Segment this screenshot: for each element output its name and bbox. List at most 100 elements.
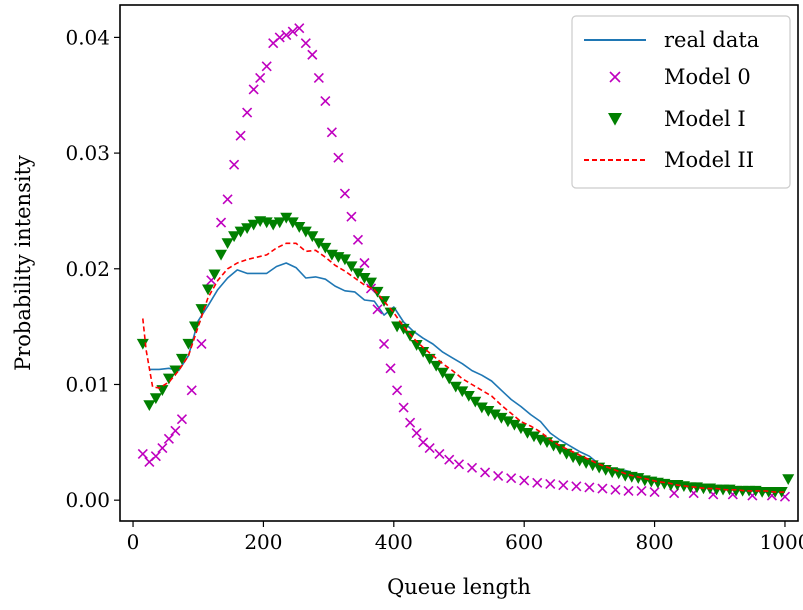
data-point-x-marker (287, 26, 298, 37)
data-point-x-marker (359, 257, 370, 269)
data-point-triangle-marker (462, 390, 475, 402)
data-point-x-marker (411, 428, 422, 439)
data-point-triangle-marker (143, 400, 156, 412)
legend-label: Model 0 (664, 65, 751, 89)
data-point-x-marker (506, 473, 517, 484)
data-point-triangle-marker (215, 249, 228, 261)
data-point-x-marker (636, 485, 647, 496)
legend-item-model-0: Model 0 (609, 65, 751, 89)
data-point-x-marker (623, 485, 634, 496)
data-point-x-marker (378, 338, 390, 350)
data-point-x-marker (196, 338, 207, 350)
data-point-triangle-marker (319, 242, 332, 254)
data-point-x-marker (558, 480, 569, 491)
data-point-x-marker (307, 49, 318, 60)
data-point-x-marker (434, 448, 445, 459)
data-point-x-marker (229, 159, 240, 170)
series-real-data (149, 262, 785, 493)
x-tick-label: 600 (505, 530, 543, 554)
data-point-x-marker (170, 425, 181, 436)
data-point-triangle-marker (221, 238, 234, 250)
data-point-triangle-marker (521, 427, 534, 439)
x-tick-label: 200 (244, 530, 282, 554)
data-point-x-marker (261, 61, 272, 72)
series-model-i (136, 212, 795, 498)
data-point-x-marker (466, 462, 478, 473)
data-point-x-marker (372, 304, 383, 315)
data-point-x-marker (313, 72, 324, 83)
series-line-model-ii (142, 242, 785, 493)
data-point-triangle-marker (208, 269, 221, 281)
data-point-triangle-marker (280, 212, 293, 224)
data-point-triangle-marker (175, 353, 188, 365)
y-tick-label: 0.03 (65, 141, 110, 165)
legend-item-model-i: Model I (608, 107, 746, 131)
series-layer (136, 23, 795, 502)
legend-box (571, 15, 791, 189)
data-point-x-marker (532, 477, 543, 488)
legend-swatch (608, 113, 622, 126)
data-point-triangle-marker (273, 217, 286, 229)
data-point-triangle-marker (456, 386, 469, 398)
data-point-x-marker (597, 483, 608, 494)
y-tick-label: 0.01 (65, 372, 110, 396)
data-point-x-marker (519, 475, 530, 486)
data-point-x-marker (649, 487, 660, 498)
data-point-triangle-marker (202, 284, 215, 296)
data-point-triangle-marker (560, 448, 573, 460)
data-point-triangle-marker (169, 365, 182, 377)
data-point-triangle-marker (358, 272, 371, 284)
data-point-x-marker (385, 363, 396, 374)
data-point-triangle-marker (397, 323, 410, 335)
data-point-triangle-marker (364, 277, 377, 289)
data-point-triangle-marker (149, 393, 162, 405)
series-line-real-data (149, 262, 785, 493)
data-point-triangle-marker (293, 222, 306, 233)
data-point-x-marker (235, 130, 246, 141)
data-point-x-marker (248, 84, 259, 95)
data-point-x-marker (186, 385, 197, 396)
plot-area (119, 4, 799, 522)
data-point-x-marker (281, 30, 292, 41)
data-point-triangle-marker (417, 346, 430, 358)
data-point-triangle-marker (228, 231, 241, 243)
legend: real data Model 0 Model I Model II (571, 15, 791, 189)
legend-label: real data (664, 28, 759, 52)
y-tick-label: 0.04 (65, 25, 110, 49)
data-point-triangle-marker (404, 330, 417, 342)
legend-item-model-ii: Model II (584, 148, 754, 172)
data-point-triangle-marker (306, 231, 319, 243)
data-point-x-marker (333, 152, 344, 163)
data-point-triangle-marker (527, 431, 540, 443)
y-tick-label: 0.02 (65, 257, 110, 281)
data-point-x-marker (274, 32, 285, 43)
data-point-triangle-marker (443, 373, 456, 385)
data-point-triangle-marker (162, 373, 175, 385)
data-point-x-marker (215, 217, 227, 228)
data-point-triangle-marker (430, 360, 443, 372)
legend-item-real-data: real data (584, 28, 759, 52)
data-point-triangle-marker (312, 238, 325, 250)
data-point-x-marker (294, 23, 305, 34)
data-point-x-marker (453, 459, 465, 470)
data-point-x-marker (584, 482, 595, 493)
data-point-triangle-marker (234, 226, 247, 238)
data-point-triangle-marker (495, 412, 508, 424)
data-point-x-marker (176, 414, 187, 425)
data-point-triangle-marker (182, 338, 195, 350)
data-point-triangle-marker (267, 219, 280, 231)
legend-label: Model I (664, 107, 746, 131)
data-point-triangle-marker (345, 261, 358, 273)
data-point-x-marker (610, 484, 621, 495)
data-point-x-marker (352, 234, 364, 245)
data-point-triangle-marker (351, 268, 364, 280)
data-point-x-marker (157, 443, 168, 454)
data-point-x-marker (339, 188, 350, 199)
data-point-triangle-marker (136, 338, 149, 350)
data-point-x-marker (222, 194, 233, 205)
data-point-x-marker (480, 467, 491, 478)
data-point-triangle-marker (410, 340, 423, 351)
data-point-x-marker (444, 454, 455, 465)
